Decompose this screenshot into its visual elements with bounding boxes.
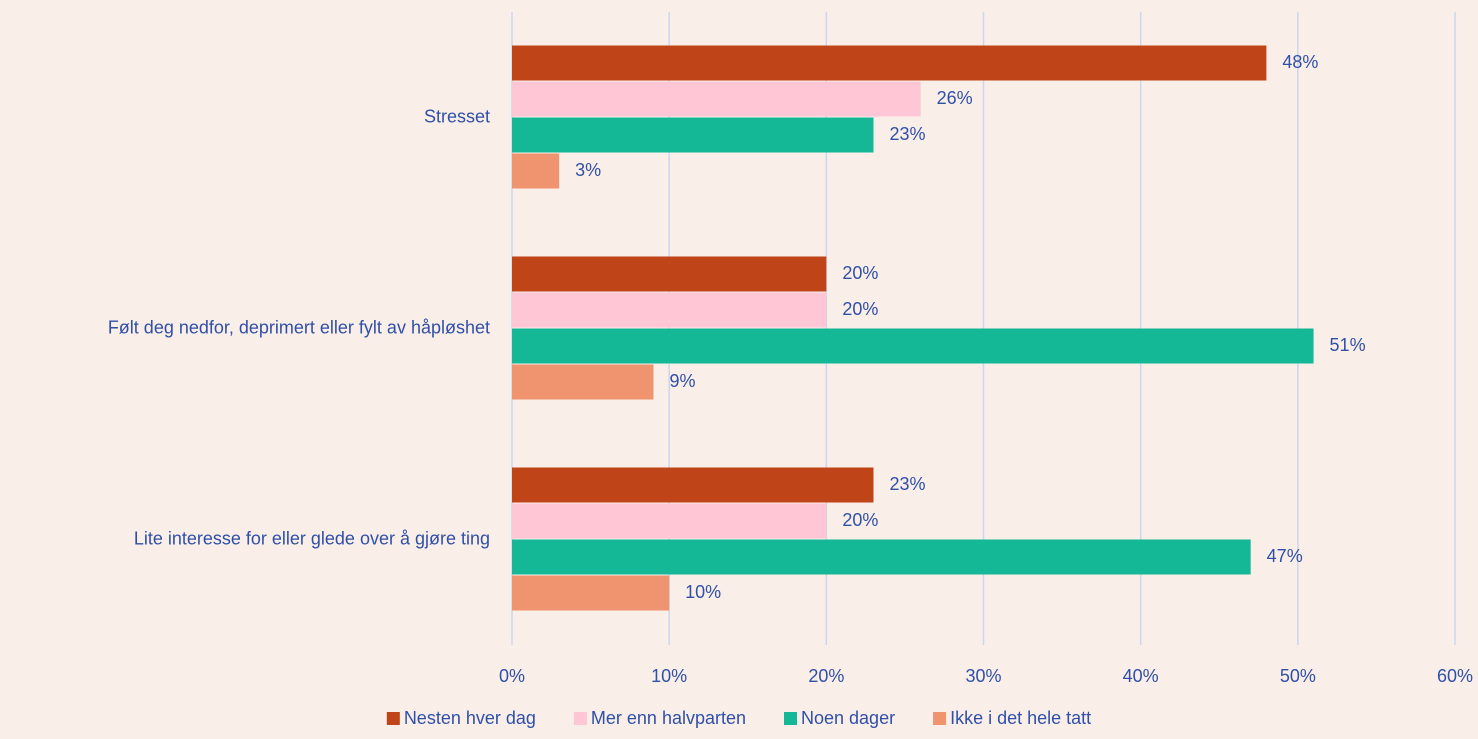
bar — [512, 328, 1314, 364]
y-tick-label: Følt deg nedfor, deprimert eller fylt av… — [108, 317, 490, 337]
legend-swatch — [784, 712, 798, 725]
bar — [512, 81, 921, 117]
x-tick-label: 60% — [1437, 666, 1473, 686]
x-tick-label: 30% — [965, 666, 1001, 686]
x-tick-label: 10% — [651, 666, 687, 686]
value-label: 20% — [842, 263, 878, 283]
bar — [512, 153, 560, 189]
x-tick-label: 50% — [1280, 666, 1316, 686]
legend-swatch — [933, 712, 947, 725]
bar — [512, 575, 670, 611]
legend-label: Nesten hver dag — [404, 708, 536, 728]
value-label: 10% — [685, 582, 721, 602]
x-tick-label: 20% — [808, 666, 844, 686]
bar — [512, 45, 1267, 81]
bar — [512, 503, 827, 539]
value-label: 3% — [575, 160, 601, 180]
value-label: 20% — [842, 510, 878, 530]
value-label: 9% — [669, 371, 695, 391]
bar — [512, 292, 827, 328]
bar — [512, 364, 654, 400]
value-label: 26% — [937, 88, 973, 108]
value-label: 48% — [1282, 52, 1318, 72]
y-tick-label: Lite interesse for eller glede over å gj… — [134, 528, 490, 548]
value-label: 23% — [889, 124, 925, 144]
y-tick-label: Stresset — [424, 106, 490, 126]
legend-swatch — [573, 712, 587, 725]
legend-label: Noen dager — [801, 708, 895, 728]
value-label: 20% — [842, 299, 878, 319]
value-label: 47% — [1267, 546, 1303, 566]
legend-label: Mer enn halvparten — [591, 708, 746, 728]
bar — [512, 117, 874, 153]
bar — [512, 539, 1251, 575]
x-tick-label: 40% — [1123, 666, 1159, 686]
value-label: 23% — [889, 474, 925, 494]
legend-swatch — [386, 712, 400, 725]
bar — [512, 256, 827, 292]
value-label: 51% — [1330, 335, 1366, 355]
bar — [512, 467, 874, 503]
legend-label: Ikke i det hele tatt — [950, 708, 1091, 728]
x-tick-label: 0% — [499, 666, 525, 686]
